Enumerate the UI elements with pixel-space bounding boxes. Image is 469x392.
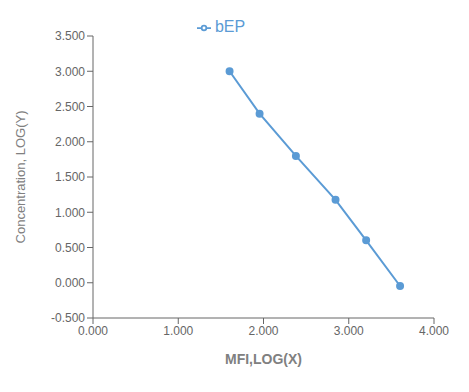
svg-text:MFI,LOG(X): MFI,LOG(X) — [225, 351, 302, 367]
svg-text:0.500: 0.500 — [55, 241, 85, 255]
html-text:bEP: bEP — [214, 18, 246, 35]
svg-text:1.000: 1.000 — [163, 324, 193, 338]
svg-text:2.000: 2.000 — [248, 324, 278, 338]
svg-text:1.500: 1.500 — [55, 170, 85, 184]
svg-text:4.000: 4.000 — [419, 324, 449, 338]
svg-text:3.500: 3.500 — [55, 29, 85, 43]
svg-text:0.000: 0.000 — [55, 276, 85, 290]
svg-text:1.000: 1.000 — [55, 206, 85, 220]
svg-text:2.500: 2.500 — [55, 100, 85, 114]
svg-text:3.000: 3.000 — [55, 65, 85, 79]
svg-text:2.000: 2.000 — [55, 135, 85, 149]
svg-text:-0.500: -0.500 — [51, 311, 85, 325]
svg-text:0.000: 0.000 — [78, 324, 108, 338]
svg-text:3.000: 3.000 — [334, 324, 364, 338]
svg-text:Concentration, LOG(Y): Concentration, LOG(Y) — [13, 111, 28, 244]
